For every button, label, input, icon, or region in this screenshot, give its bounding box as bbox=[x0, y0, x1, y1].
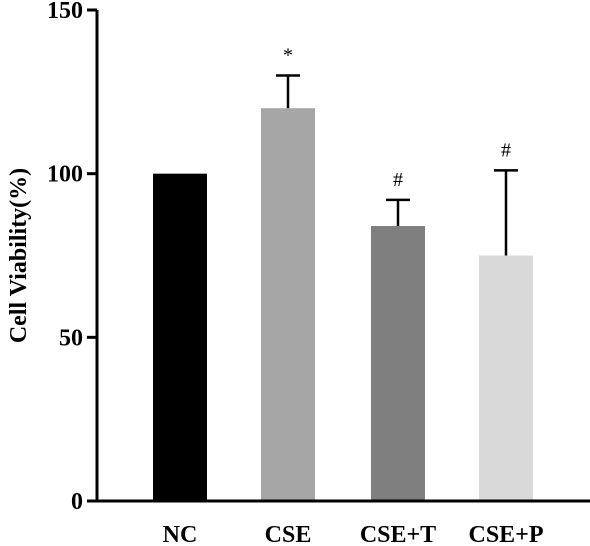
significance-marker: * bbox=[283, 44, 293, 66]
bar bbox=[153, 173, 207, 501]
y-tick-label: 0 bbox=[71, 489, 83, 515]
error-bars-group bbox=[276, 74, 518, 256]
bar bbox=[479, 255, 533, 501]
x-category-label: NC bbox=[163, 522, 198, 546]
y-axis-title: Cell Viability(%) bbox=[6, 168, 32, 343]
bar bbox=[261, 108, 315, 501]
significance-marker: # bbox=[393, 169, 403, 191]
annotations-group: * # # bbox=[283, 44, 511, 190]
y-tick-label: 150 bbox=[47, 0, 83, 24]
bar bbox=[371, 226, 425, 502]
x-category-label: CSE bbox=[265, 522, 312, 546]
bars-group bbox=[153, 108, 533, 502]
y-ticks-group: 0 50 100 150 bbox=[47, 0, 97, 515]
significance-marker: # bbox=[501, 139, 511, 161]
x-labels-group: NC CSE CSE+T CSE+P bbox=[163, 522, 544, 546]
x-category-label: CSE+T bbox=[360, 522, 436, 546]
x-category-label: CSE+P bbox=[468, 522, 543, 546]
y-tick-label: 50 bbox=[59, 325, 83, 351]
y-tick-label: 100 bbox=[47, 162, 83, 188]
